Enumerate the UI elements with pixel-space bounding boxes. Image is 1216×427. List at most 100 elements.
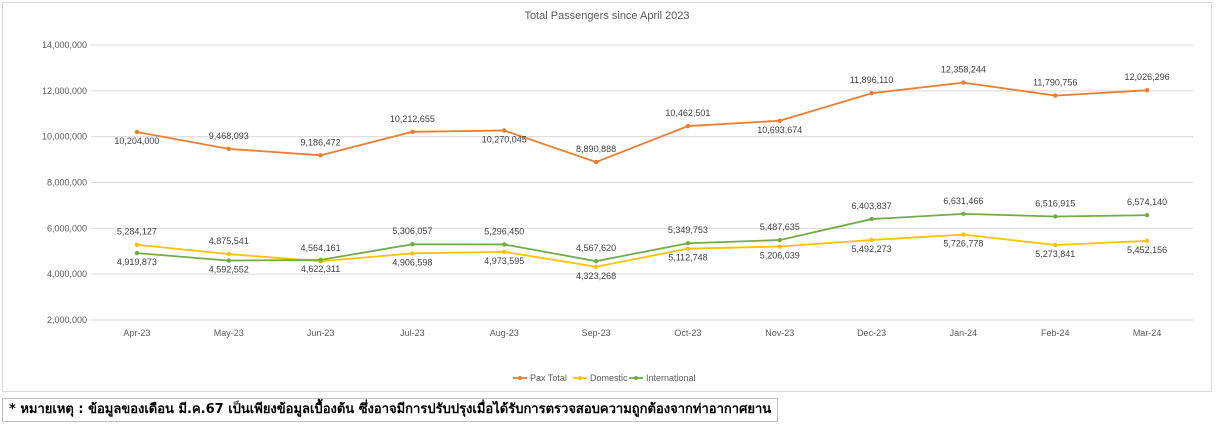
data-label: 6,403,837 <box>852 201 892 211</box>
data-point <box>961 80 966 85</box>
data-label: 10,204,000 <box>114 136 159 146</box>
data-point <box>1053 93 1058 98</box>
data-labels: 10,204,000 9,468,093 9,186,472 10,212,655 10… <box>114 65 1169 281</box>
y-tick-label: 4,000,000 <box>47 269 87 279</box>
data-point <box>410 251 415 256</box>
data-point <box>1144 88 1150 93</box>
data-label: 9,186,472 <box>301 137 341 147</box>
series-line <box>136 212 1148 263</box>
chart-frame: Total Passengers since April 2023 2,000,… <box>2 2 1212 392</box>
data-point <box>869 216 874 222</box>
data-point <box>685 123 691 129</box>
data-label: 11,896,110 <box>850 75 894 85</box>
y-tick-label: 10,000,000 <box>42 132 87 142</box>
gridlines <box>91 44 1193 321</box>
x-tick-label: Sep-23 <box>582 328 611 338</box>
data-label: 5,284,127 <box>117 227 157 237</box>
data-point <box>1144 238 1150 244</box>
data-point <box>318 257 323 263</box>
data-point <box>685 241 691 246</box>
data-point <box>226 258 231 263</box>
legend-label: International <box>646 373 696 383</box>
data-point <box>961 232 966 237</box>
data-label: 5,349,753 <box>668 225 708 235</box>
data-label: 4,973,595 <box>484 256 524 266</box>
data-label: 4,906,598 <box>392 257 432 267</box>
series-line <box>136 81 1148 164</box>
data-point <box>502 128 507 133</box>
data-label: 5,273,841 <box>1035 249 1075 259</box>
series-line <box>136 233 1148 268</box>
data-label: 4,323,268 <box>576 271 616 281</box>
data-label: 5,487,635 <box>760 222 800 232</box>
data-point <box>777 244 782 249</box>
data-label: 10,212,655 <box>390 114 435 124</box>
data-label: 5,306,057 <box>392 226 432 236</box>
data-label: 5,296,450 <box>484 226 524 236</box>
x-tick-label: Nov-23 <box>765 328 794 338</box>
data-point <box>410 129 415 134</box>
data-label: 8,890,888 <box>576 144 616 154</box>
data-label: 5,452,156 <box>1127 245 1167 255</box>
data-point <box>134 250 140 256</box>
data-point <box>777 237 782 243</box>
data-point <box>593 159 599 165</box>
data-point <box>593 258 599 264</box>
data-point <box>869 91 874 96</box>
legend-label: Pax Total <box>530 373 567 383</box>
data-label: 10,693,674 <box>757 125 802 135</box>
data-label: 6,574,140 <box>1127 197 1167 207</box>
x-tick-label: May-23 <box>214 328 244 338</box>
data-point <box>318 153 323 158</box>
x-tick-label: Feb-24 <box>1041 328 1070 338</box>
data-label: 4,919,873 <box>117 257 157 267</box>
data-point <box>502 242 507 247</box>
data-point <box>1053 214 1058 219</box>
footnote: * หมายเหตุ : ข้อมูลของเดือน มี.ค.67 เป็น… <box>2 398 779 422</box>
chart-title: Total Passengers since April 2023 <box>524 10 689 22</box>
data-label: 6,631,466 <box>943 196 983 206</box>
y-tick-label: 2,000,000 <box>47 315 87 325</box>
y-tick-label: 14,000,000 <box>42 40 87 50</box>
data-point <box>777 118 782 123</box>
data-point <box>410 242 415 247</box>
data-point <box>502 249 507 255</box>
x-tick-label: Apr-23 <box>123 328 150 338</box>
data-label: 5,492,273 <box>852 244 892 254</box>
series-lines <box>134 80 1150 269</box>
data-label: 12,026,296 <box>1125 72 1170 82</box>
x-tick-label: Jul-23 <box>400 328 425 338</box>
legend-marker <box>634 376 638 380</box>
x-tick-label: Mar-24 <box>1133 328 1162 338</box>
legend: Pax Total Domestic International <box>513 373 696 383</box>
legend-marker <box>578 376 582 380</box>
data-point <box>134 129 140 135</box>
data-label: 12,358,244 <box>941 65 986 75</box>
x-axis-ticks: Apr-23 May-23 Jun-23 Jul-23 Aug-23 Sep-23 Oct-… <box>123 328 1161 338</box>
x-tick-label: Jan-24 <box>950 328 978 338</box>
x-tick-label: Oct-23 <box>674 328 701 338</box>
data-label: 4,564,161 <box>301 243 341 253</box>
data-point <box>961 211 966 217</box>
data-label: 4,567,620 <box>576 243 616 253</box>
data-label: 10,462,501 <box>665 108 710 118</box>
data-point <box>685 246 691 251</box>
data-label: 5,206,039 <box>760 251 800 261</box>
legend-label: Domestic <box>590 373 628 383</box>
y-tick-label: 12,000,000 <box>42 86 87 96</box>
data-point <box>226 251 231 257</box>
data-label: 4,622,311 <box>301 264 340 274</box>
data-label: 4,875,541 <box>209 236 249 246</box>
legend-marker <box>518 376 522 380</box>
data-label: 6,516,915 <box>1035 198 1075 208</box>
data-point <box>593 264 599 269</box>
line-chart: Total Passengers since April 2023 2,000,… <box>42 10 1193 383</box>
y-tick-label: 6,000,000 <box>47 223 87 233</box>
data-point <box>1053 242 1058 248</box>
data-label: 5,112,748 <box>668 253 707 263</box>
x-tick-label: Dec-23 <box>857 328 886 338</box>
data-label: 5,726,778 <box>943 239 983 249</box>
data-point <box>134 242 140 247</box>
data-point <box>869 237 874 243</box>
data-label: 9,468,093 <box>209 131 249 141</box>
